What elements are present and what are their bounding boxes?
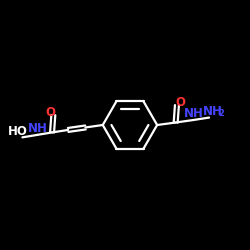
Text: NH: NH <box>28 122 48 135</box>
Text: NH: NH <box>203 105 223 118</box>
Text: NH: NH <box>184 107 204 120</box>
Text: O: O <box>45 106 55 119</box>
Text: HO: HO <box>8 125 28 138</box>
Text: 2: 2 <box>218 109 224 118</box>
Text: O: O <box>175 96 185 109</box>
